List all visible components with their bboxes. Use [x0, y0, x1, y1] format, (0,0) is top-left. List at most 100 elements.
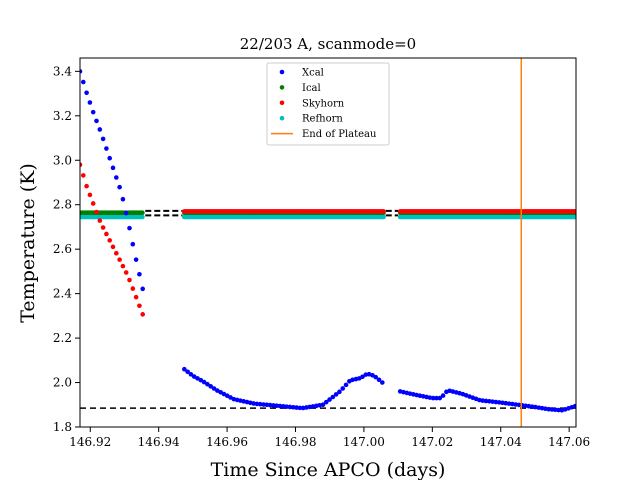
data-point	[104, 231, 109, 237]
y-tick-label: 2.2	[53, 331, 72, 345]
legend-box	[266, 62, 390, 146]
y-tick-label: 1.8	[53, 420, 72, 434]
data-point	[90, 201, 96, 206]
data-point	[97, 127, 103, 132]
legend-marker	[279, 69, 285, 75]
data-point	[80, 69, 83, 74]
data-point	[140, 210, 145, 216]
data-point	[287, 404, 293, 410]
data-point	[290, 404, 296, 410]
y-axis-label: Temperature (K)	[17, 163, 39, 323]
x-axis-label: Time Since APCO (days)	[211, 459, 446, 480]
data-point	[140, 312, 145, 317]
data-point	[94, 209, 99, 215]
data-point	[281, 404, 286, 409]
axis-ticks: 146.92 146.94 146.96 146.98 147.00 147.02 147.…	[53, 64, 590, 449]
data-point	[333, 392, 339, 397]
data-point	[114, 175, 119, 180]
chart-title: 22/203 A, scanmode=0	[240, 35, 416, 53]
legend-label: Ical	[302, 83, 321, 94]
data-point	[556, 407, 561, 413]
data-point	[572, 403, 576, 409]
data-point	[123, 270, 129, 275]
data-point	[97, 218, 103, 223]
series-xcal	[80, 69, 576, 413]
data-point	[100, 136, 106, 142]
plot-area	[79, 57, 577, 428]
data-point	[294, 405, 299, 410]
data-point	[274, 403, 280, 409]
data-point	[100, 225, 106, 230]
data-point	[434, 395, 439, 401]
data-point	[208, 384, 214, 389]
data-point	[80, 162, 83, 167]
data-point	[211, 386, 217, 391]
data-point	[552, 407, 558, 413]
data-point	[573, 209, 576, 214]
legend-marker	[279, 85, 285, 90]
plot-frame	[79, 57, 577, 428]
y-tick-label: 3.0	[53, 153, 72, 167]
data-point	[140, 214, 145, 220]
data-point	[120, 263, 126, 269]
data-point	[320, 402, 326, 408]
data-point	[376, 377, 382, 383]
data-point	[261, 402, 266, 407]
data-point	[188, 372, 194, 377]
y-tick-label: 2.0	[53, 376, 72, 390]
data-point	[137, 271, 142, 277]
data-point	[271, 403, 276, 408]
x-tick-label: 146.92	[69, 435, 111, 449]
data-point	[330, 394, 336, 400]
data-point	[182, 366, 187, 372]
data-point	[110, 165, 116, 171]
data-point	[127, 277, 132, 283]
data-point	[360, 374, 365, 380]
x-tick-label: 146.96	[206, 435, 248, 449]
data-point	[140, 286, 145, 292]
x-tick-label: 146.98	[275, 435, 317, 449]
data-point	[133, 294, 139, 300]
x-tick-label: 147.00	[343, 435, 385, 449]
data-point	[549, 407, 555, 412]
data-point	[185, 369, 190, 375]
data-point	[440, 393, 446, 398]
data-point	[277, 403, 283, 409]
y-tick-label: 2.6	[53, 242, 72, 256]
x-tick-label: 147.04	[480, 435, 522, 449]
legend-marker	[279, 115, 285, 121]
data-point	[546, 406, 551, 412]
data-point	[264, 402, 270, 408]
x-tick-label: 147.06	[548, 435, 590, 449]
data-point	[327, 397, 332, 402]
data-point	[90, 109, 96, 115]
data-point	[114, 250, 119, 256]
data-point	[123, 210, 129, 216]
data-point	[127, 225, 132, 231]
legend: Xcal Ical Skyhorn Refhorn End of Plateau	[266, 62, 390, 146]
data-point	[254, 401, 260, 407]
series-skyhorn	[80, 162, 576, 317]
x-tick-label: 147.02	[411, 435, 453, 449]
data-point	[107, 238, 112, 243]
data-point	[130, 286, 136, 291]
data-point	[104, 146, 109, 151]
data-point	[84, 90, 89, 96]
data-point	[323, 399, 329, 405]
y-tick-label: 2.4	[53, 287, 72, 301]
data-point	[340, 386, 346, 391]
data-point	[381, 209, 386, 214]
series-refhorn	[80, 214, 576, 220]
data-point	[373, 374, 379, 380]
data-point	[201, 379, 207, 385]
data-point	[380, 380, 385, 385]
data-point	[84, 183, 89, 189]
legend-marker	[279, 100, 285, 106]
data-point	[257, 401, 263, 407]
data-point	[110, 244, 116, 250]
y-tick-label: 3.2	[53, 109, 72, 123]
data-point	[120, 196, 126, 202]
data-point	[81, 79, 86, 85]
data-point	[117, 184, 122, 190]
